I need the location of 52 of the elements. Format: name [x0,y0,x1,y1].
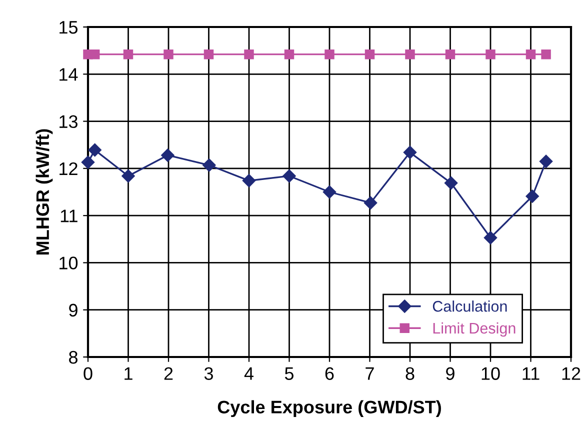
point [284,49,294,60]
point [322,185,336,199]
point [81,156,95,169]
legend-label: Limit Design [433,322,516,337]
point [364,196,378,210]
y-tick-label: 10 [60,256,78,270]
point [445,49,456,60]
y-tick-label: 13 [60,115,78,128]
point [541,49,551,60]
x-tick-label: 2 [164,367,173,380]
point [526,190,539,203]
y-axis-title: MLHGR (kW/ft) [36,129,53,254]
point [161,148,174,162]
point [282,169,296,183]
point [202,158,216,172]
point [486,49,496,60]
x-tick-label: 5 [284,367,294,380]
point [204,49,214,60]
y-tick-label: 9 [69,304,78,317]
x-tick-label: 8 [406,367,414,380]
x-tick-label: 0 [84,367,92,380]
legend-label: Calculation [432,300,507,312]
point [122,169,135,183]
x-tick-label: 12 [562,367,580,380]
y-tick-label: 12 [60,162,78,175]
point [324,49,334,60]
x-axis-title: Cycle Exposure (GWD/ST) [218,400,441,418]
point [164,49,174,60]
x-tick-label: 4 [244,367,254,380]
point [444,176,458,190]
point [484,231,498,244]
point [244,49,254,60]
x-tick-label: 9 [446,367,454,380]
point [364,49,375,60]
point [526,49,536,60]
y-tick-label: 11 [60,210,78,222]
x-tick-label: 7 [366,367,374,380]
point [123,49,134,60]
y-tick-label: 15 [60,21,78,34]
y-tick-label: 14 [60,68,78,81]
x-tick-label: 11 [522,367,540,380]
point [403,146,417,159]
x-tick-label: 1 [124,367,132,380]
x-tick-label: 10 [482,367,500,380]
x-tick-label: 6 [325,367,334,380]
x-tick-label: 3 [204,367,213,380]
point [242,174,256,188]
point [405,49,415,60]
point [88,143,102,157]
y-tick-label: 8 [69,350,78,364]
point [539,154,553,168]
point [90,49,100,60]
